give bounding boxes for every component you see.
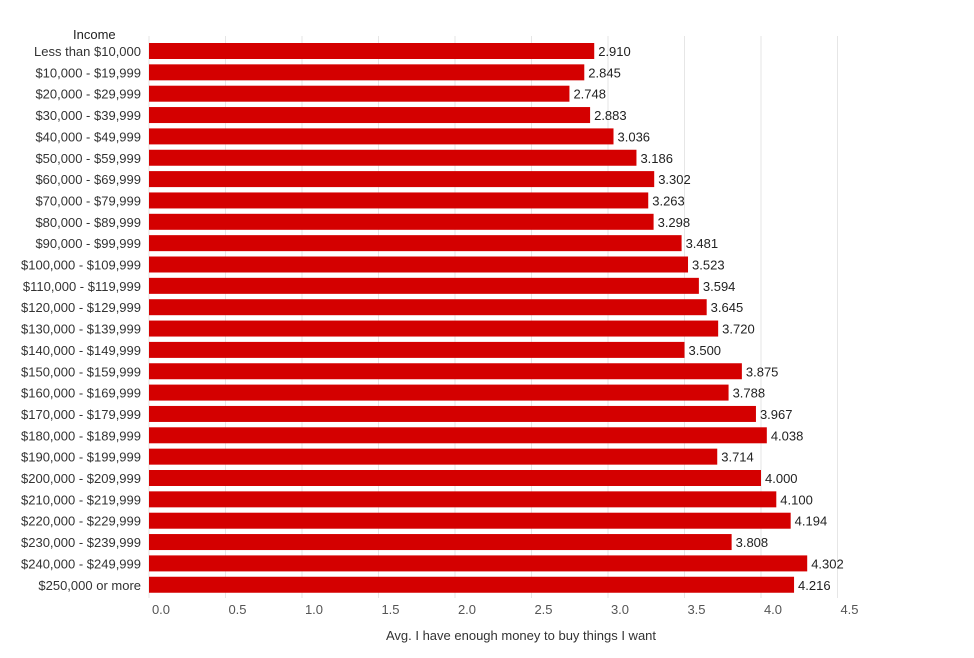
x-tick-label: 0.0 <box>152 602 170 617</box>
x-tick-label: 0.5 <box>228 602 246 617</box>
value-label: 2.748 <box>573 87 606 102</box>
category-label: $10,000 - $19,999 <box>35 65 141 80</box>
value-label: 3.714 <box>721 450 754 465</box>
value-label: 4.194 <box>795 514 828 529</box>
value-labels: 2.910 2.845 2.748 2.883 3.036 3.186 3.302 3.263… <box>573 44 843 593</box>
bar <box>149 384 729 401</box>
category-label: $190,000 - $199,999 <box>21 450 141 465</box>
bars <box>149 43 808 593</box>
value-label: 3.298 <box>658 215 691 230</box>
bar <box>149 277 699 294</box>
category-label: $100,000 - $109,999 <box>21 258 141 273</box>
value-label: 3.967 <box>760 407 793 422</box>
category-label: $200,000 - $209,999 <box>21 471 141 486</box>
category-label: $80,000 - $89,999 <box>35 215 141 230</box>
bar <box>149 192 649 209</box>
value-label: 3.875 <box>746 364 779 379</box>
bar <box>149 43 595 59</box>
bar <box>149 85 570 102</box>
value-label: 4.100 <box>780 492 813 507</box>
x-axis-ticks: 0.0 0.5 1.0 1.5 2.0 2.5 3.0 3.5 4.0 4.5 <box>152 602 859 617</box>
bar <box>149 256 689 273</box>
category-label: $130,000 - $139,999 <box>21 322 141 337</box>
bar <box>149 320 719 337</box>
category-label: $250,000 or more <box>38 578 141 593</box>
value-label: 3.523 <box>692 258 725 273</box>
category-label: $150,000 - $159,999 <box>21 364 141 379</box>
value-label: 3.788 <box>733 386 766 401</box>
category-label: $180,000 - $189,999 <box>21 428 141 443</box>
category-label: $110,000 - $119,999 <box>23 279 141 294</box>
x-tick-label: 2.0 <box>458 602 476 617</box>
category-label: $30,000 - $39,999 <box>35 108 141 123</box>
category-label: $120,000 - $129,999 <box>21 300 141 315</box>
category-label: $50,000 - $59,999 <box>35 151 141 166</box>
x-tick-label: 1.5 <box>381 602 399 617</box>
category-label: $160,000 - $169,999 <box>21 386 141 401</box>
bar <box>149 448 718 465</box>
x-tick-label: 3.0 <box>611 602 629 617</box>
value-label: 4.216 <box>798 578 831 593</box>
category-label: $210,000 - $219,999 <box>21 492 141 507</box>
bar <box>149 107 591 124</box>
x-tick-label: 4.0 <box>764 602 782 617</box>
x-tick-label: 3.5 <box>687 602 705 617</box>
category-label: $90,000 - $99,999 <box>35 236 141 251</box>
category-label: $70,000 - $79,999 <box>35 193 141 208</box>
value-label: 3.720 <box>722 322 755 337</box>
value-label: 3.594 <box>703 279 736 294</box>
category-label: $40,000 - $49,999 <box>35 129 141 144</box>
bar <box>149 491 777 508</box>
x-axis-title: Avg. I have enough money to buy things I… <box>386 628 656 643</box>
bar <box>149 534 732 551</box>
bar <box>149 213 654 230</box>
x-tick-label: 2.5 <box>534 602 552 617</box>
value-label: 2.910 <box>598 44 631 59</box>
category-label: $230,000 - $239,999 <box>21 535 141 550</box>
value-label: 3.302 <box>658 172 691 187</box>
bar <box>149 512 791 529</box>
value-label: 3.481 <box>686 236 719 251</box>
bar <box>149 171 655 188</box>
bar <box>149 576 795 593</box>
bar <box>149 427 767 444</box>
bar <box>149 555 808 572</box>
bar <box>149 405 756 422</box>
category-label: $240,000 - $249,999 <box>21 556 141 571</box>
category-label: Less than $10,000 <box>34 44 141 59</box>
bar <box>149 363 742 380</box>
value-label: 3.036 <box>618 129 651 144</box>
value-label: 4.038 <box>771 428 804 443</box>
value-label: 2.883 <box>594 108 627 123</box>
category-label: $140,000 - $149,999 <box>21 343 141 358</box>
bar <box>149 341 685 358</box>
value-label: 4.302 <box>811 556 844 571</box>
value-label: 3.186 <box>640 151 673 166</box>
x-tick-label: 1.0 <box>305 602 323 617</box>
bar <box>149 64 585 81</box>
category-label: $220,000 - $229,999 <box>21 514 141 529</box>
value-label: 2.845 <box>588 65 621 80</box>
value-label: 3.645 <box>711 300 744 315</box>
value-label: 3.263 <box>652 193 685 208</box>
category-label: $20,000 - $29,999 <box>35 87 141 102</box>
bar <box>149 235 682 252</box>
bar <box>149 299 707 316</box>
category-label: $60,000 - $69,999 <box>35 172 141 187</box>
value-label: 3.808 <box>736 535 769 550</box>
bar <box>149 149 637 166</box>
category-label: $170,000 - $179,999 <box>21 407 141 422</box>
row-header-title: Income <box>73 27 116 42</box>
bar <box>149 128 614 145</box>
value-label: 3.500 <box>689 343 722 358</box>
category-labels: Less than $10,000 $10,000 - $19,999 $20,00… <box>21 44 141 593</box>
value-label: 4.000 <box>765 471 798 486</box>
bar <box>149 470 761 486</box>
x-tick-label: 4.5 <box>840 602 858 617</box>
